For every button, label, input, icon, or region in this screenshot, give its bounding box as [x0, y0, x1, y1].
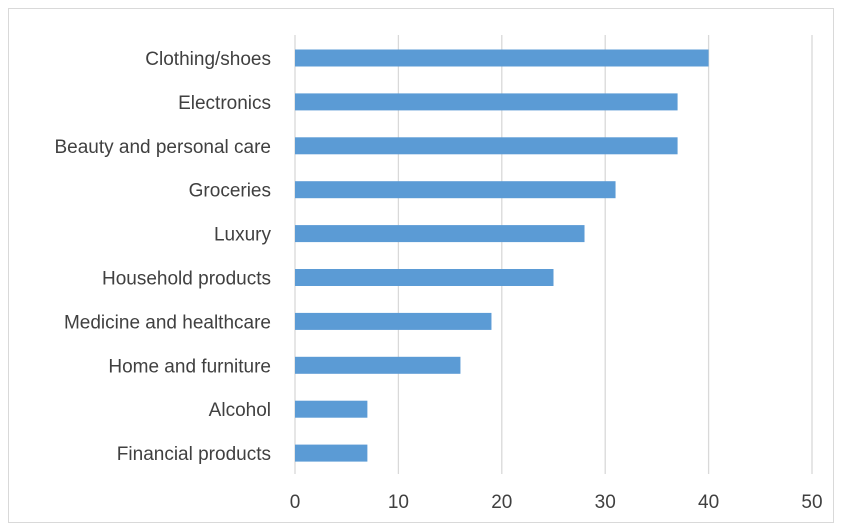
category-label: Medicine and healthcare: [64, 312, 271, 333]
category-label: Financial products: [117, 444, 271, 465]
bar: [295, 312, 492, 330]
x-tick-label: 0: [290, 492, 301, 513]
bar: [295, 181, 616, 199]
bar: [295, 400, 368, 418]
category-label: Alcohol: [209, 400, 271, 421]
category-label: Clothing/shoes: [145, 49, 271, 70]
category-label: Luxury: [214, 225, 272, 246]
x-tick-label: 20: [491, 492, 512, 513]
category-label: Electronics: [178, 93, 271, 114]
category-labels: Clothing/shoes Electronics Beauty and pers…: [54, 49, 271, 465]
bars: [295, 49, 709, 462]
x-tick-label: 30: [595, 492, 616, 513]
bar: [295, 225, 585, 243]
bar: [295, 269, 554, 286]
x-tick-label: 10: [388, 492, 409, 513]
category-label: Household products: [102, 269, 271, 290]
bar: [295, 444, 368, 462]
x-tick-label: 40: [698, 492, 719, 513]
bar: [295, 137, 678, 155]
category-label: Groceries: [189, 181, 271, 202]
category-label: Beauty and personal care: [54, 137, 271, 158]
bar: [295, 49, 709, 67]
bar: [295, 356, 461, 374]
bar: [295, 93, 678, 111]
category-label: Home and furniture: [108, 356, 271, 377]
x-tick-label: 50: [801, 492, 822, 513]
x-axis-tick-labels: 0 10 20 30 40 50: [290, 492, 823, 513]
